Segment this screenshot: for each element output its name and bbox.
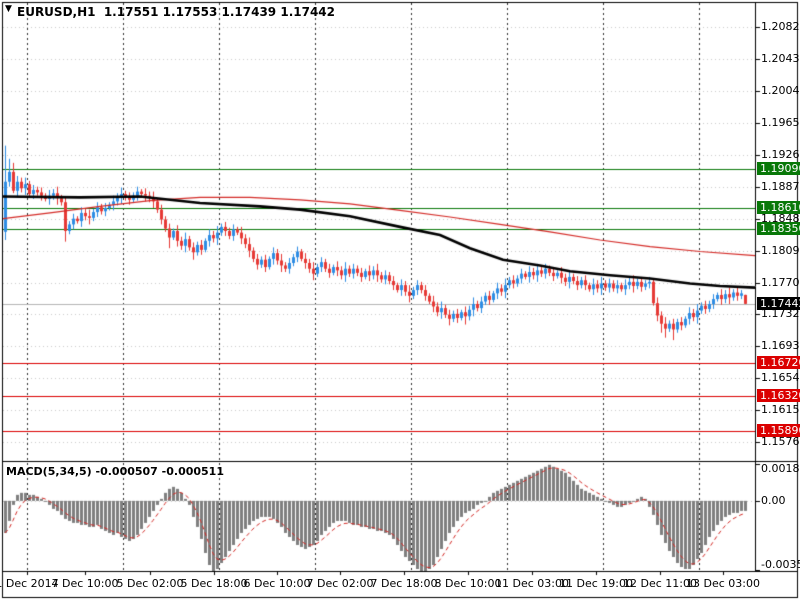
price-axis-label: 1.18090 [761,243,800,257]
price-axis-label: 1.19260 [761,147,800,161]
price-axis-label: 1.16930 [761,338,800,352]
price-axis-label: 1.18870 [761,179,800,193]
price-axis-label: 1.17320 [761,306,800,320]
price-axis-label: 1.19650 [761,115,800,129]
support-level-badge: 1.16320 [757,388,800,402]
resistance-level-badge: 1.19090 [757,161,800,175]
time-axis-label: 5 Dec 18:00 [180,577,248,590]
chart-symbol-marker-icon: ▼ [5,4,12,14]
chart-title-quote: EURUSD,H1 1.17551 1.17553 1.17439 1.1744… [17,5,335,19]
macd-axis-label: 0.00 [761,494,786,508]
macd-indicator-label: MACD(5,34,5) -0.000507 -0.000511 [6,465,224,478]
price-axis-label: 1.16540 [761,370,800,384]
time-axis-label: 7 Dec 18:00 [370,577,438,590]
support-level-badge: 1.15890 [757,424,800,438]
macd-axis-label: 0.00189 [761,462,800,475]
price-axis-label: 1.18480 [761,211,800,225]
time-axis-label: 8 Dec 10:00 [434,577,502,590]
time-axis-label: 11 Dec 03:00 [495,577,569,590]
time-axis-label: 11 Dec 19:00 [559,577,633,590]
resistance-level-badge: 1.18350 [757,222,800,236]
time-axis-label: 1 Dec 2017 [0,577,59,590]
price-axis-label: 1.20040 [761,83,800,97]
macd-axis-label: -0.00350 [761,558,800,571]
price-axis-label: 1.20430 [761,51,800,65]
support-level-badge: 1.16720 [757,356,800,370]
time-axis-label: 13 Dec 03:00 [686,577,760,590]
resistance-level-badge: 1.18610 [757,200,800,214]
time-axis-label: 5 Dec 02:00 [116,577,184,590]
price-axis-label: 1.15760 [761,434,800,448]
macd-panel-area[interactable] [3,463,755,571]
price-axis-label: 1.20820 [761,19,800,33]
time-axis-label: 7 Dec 02:00 [306,577,374,590]
time-axis-label: 12 Dec 11:00 [623,577,697,590]
price-axis-label: 1.16150 [761,402,800,416]
current-price-badge: 1.17442 [757,296,800,310]
price-axis-label: 1.17700 [761,275,800,289]
time-axis-label: 4 Dec 10:00 [51,577,119,590]
time-axis-label: 6 Dec 10:00 [243,577,311,590]
main-chart-area[interactable] [3,3,755,461]
